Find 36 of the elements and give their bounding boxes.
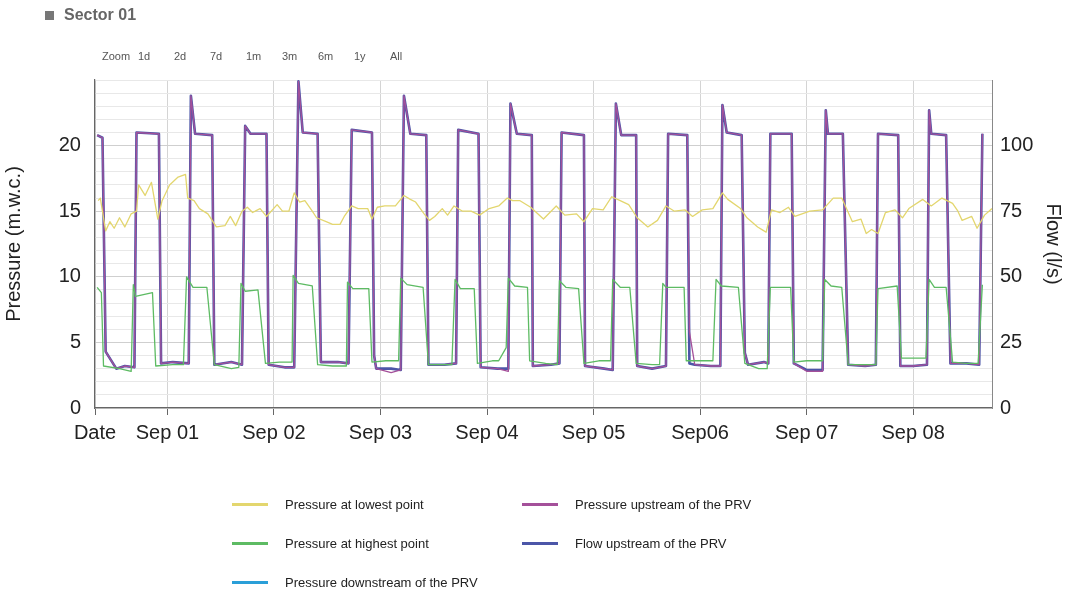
y2-tick-label: 25: [1000, 329, 1023, 352]
text: 1d: [138, 50, 152, 62]
x-tick-label: Sep 08: [881, 420, 945, 443]
y-axis-title: Pressure (m.w.c.): [1, 166, 24, 322]
text: 1m: [246, 50, 263, 62]
y-tick-label: 5: [69, 329, 81, 352]
x-tick-label: Date: [73, 420, 117, 443]
y-tick-label: 20: [58, 133, 81, 156]
y-tick-label: 15: [58, 198, 81, 221]
text: 7d: [210, 50, 224, 62]
text: 3m: [282, 50, 299, 62]
y-tick-label: 10: [58, 264, 81, 287]
legend-label: Pressure downstream of the PRV: [285, 574, 478, 590]
legend-label: Flow upstream of the PRV: [575, 535, 727, 551]
y2-axis-title: Flow (l/s): [1043, 203, 1066, 285]
x-tick-label: Sep 07: [774, 420, 839, 443]
x-tick-label: Sep 01: [135, 420, 200, 443]
text: Zoom: [102, 50, 132, 62]
y2-tick-label: 50: [1000, 264, 1023, 287]
text: 1y: [354, 50, 367, 62]
legend-label: Pressure at lowest point: [285, 496, 424, 512]
y2-tick-label: 0: [1000, 395, 1012, 418]
y2-tick-label: 75: [1000, 198, 1023, 221]
x-tick-label: Sep06: [671, 420, 729, 443]
y2-tick-label: 100: [1000, 133, 1034, 156]
text: 2d: [174, 50, 188, 62]
legend-label: Pressure at highest point: [285, 535, 429, 551]
text: 6m: [318, 50, 335, 62]
x-tick-label: Sep 04: [455, 420, 519, 443]
text: All: [390, 50, 404, 62]
x-tick-label: Sep 02: [242, 420, 306, 443]
legend-label: Pressure upstream of the PRV: [575, 496, 752, 512]
x-tick-label: Sep 05: [561, 420, 626, 443]
y-tick-label: 0: [69, 395, 81, 418]
chart-title: Sector 01: [64, 6, 137, 24]
x-tick-label: Sep 03: [348, 420, 413, 443]
